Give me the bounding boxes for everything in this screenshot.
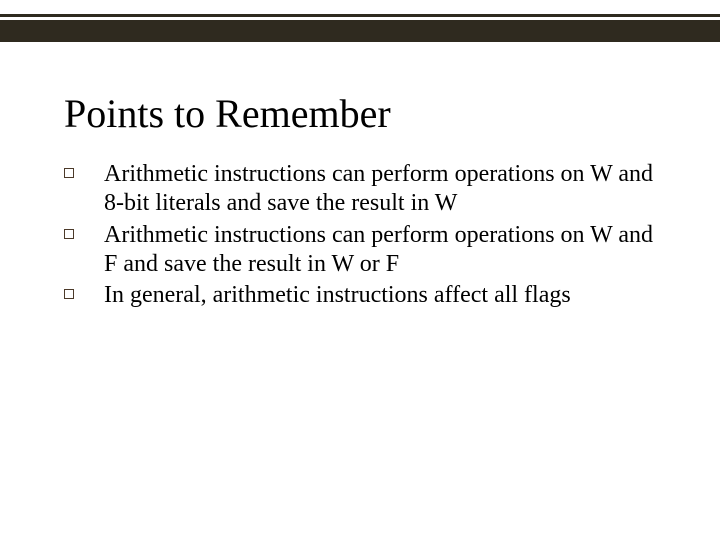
bullet-square-icon (64, 160, 104, 178)
header-thin-rule (0, 14, 720, 17)
list-item: Arithmetic instructions can perform oper… (64, 160, 664, 219)
bullet-text: In general, arithmetic instructions affe… (104, 281, 664, 310)
slide-title: Points to Remember (64, 90, 391, 137)
bullet-text: Arithmetic instructions can perform oper… (104, 221, 664, 280)
slide: Points to Remember Arithmetic instructio… (0, 0, 720, 540)
bullet-square-icon (64, 221, 104, 239)
bullet-square-icon (64, 281, 104, 299)
list-item: Arithmetic instructions can perform oper… (64, 221, 664, 280)
bullet-text: Arithmetic instructions can perform oper… (104, 160, 664, 219)
list-item: In general, arithmetic instructions affe… (64, 281, 664, 310)
bullet-list: Arithmetic instructions can perform oper… (64, 160, 664, 312)
header-thick-rule (0, 20, 720, 42)
